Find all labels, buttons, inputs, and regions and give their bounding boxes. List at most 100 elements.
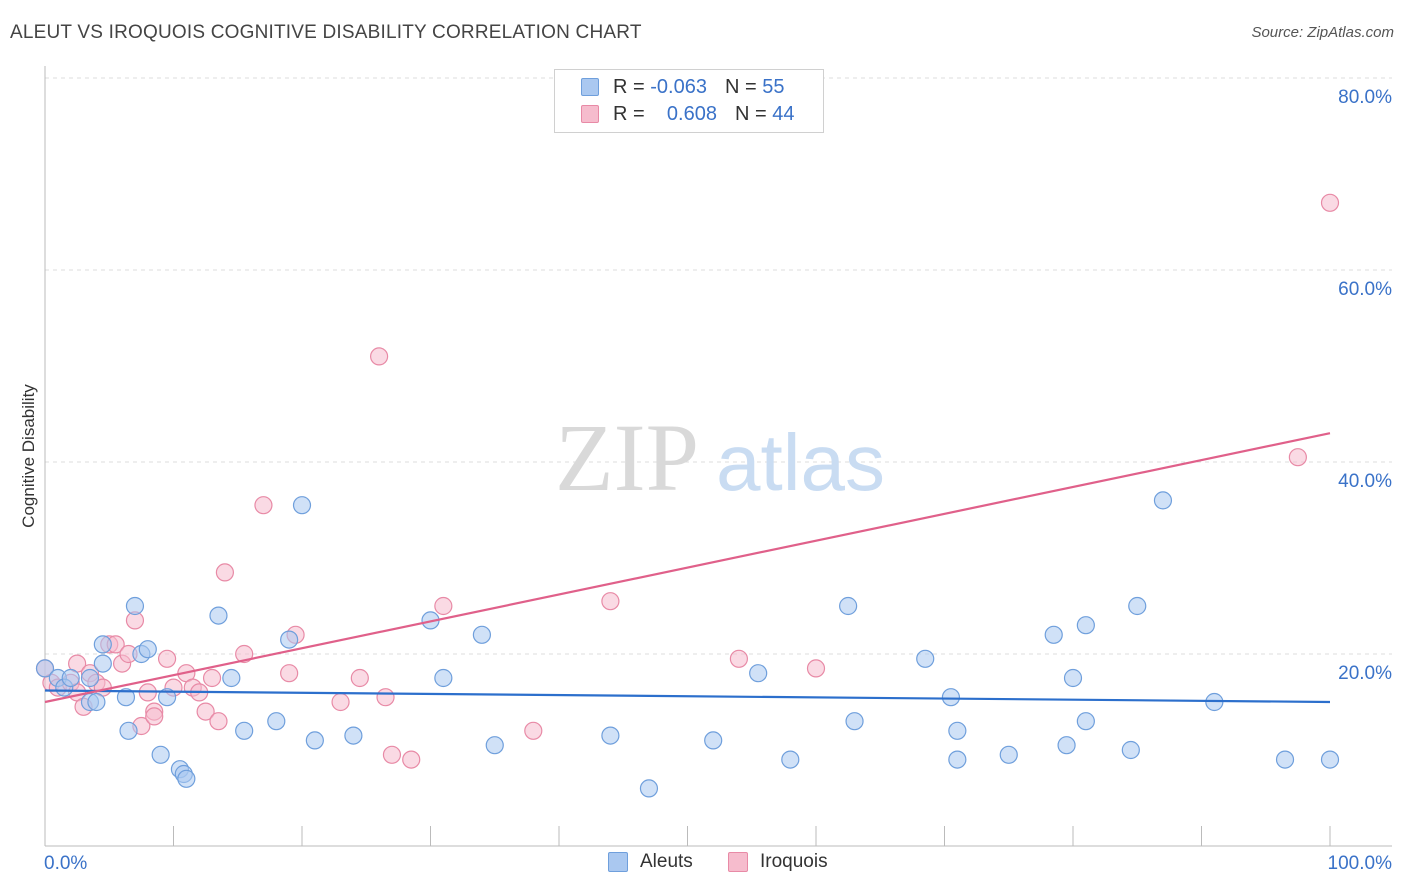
series-legend: Aleuts Iroquois <box>0 851 1406 877</box>
aleuts-swatch <box>608 852 628 872</box>
aleuts-point <box>222 668 241 688</box>
iroquois-point <box>382 745 402 764</box>
iroquois-point <box>1288 448 1307 467</box>
aleuts-point <box>845 712 864 731</box>
aleuts-point <box>344 726 363 745</box>
aleuts-point <box>916 649 935 668</box>
iroquois-point <box>524 721 543 740</box>
grid-lines <box>45 77 1392 655</box>
watermark-atlas: atlas <box>716 418 885 507</box>
aleuts-point <box>61 668 80 688</box>
axes <box>44 66 1392 847</box>
trend-lines <box>44 432 1331 704</box>
source-label: Source: ZipAtlas.com <box>1251 24 1394 41</box>
aleuts-point <box>1076 712 1095 731</box>
aleuts-point <box>235 721 254 740</box>
iroquois-point <box>202 668 222 688</box>
aleuts-point <box>157 688 177 707</box>
aleuts-point <box>948 721 967 740</box>
iroquois-point <box>729 649 749 668</box>
iroquois-point <box>209 712 228 731</box>
n-value: 44 <box>772 102 795 125</box>
correlation-legend: R = -0.063 N = 55 R = 0.608 N = 44 <box>554 69 824 133</box>
aleuts-point <box>704 731 723 750</box>
aleuts-point <box>87 692 106 712</box>
aleuts-point <box>151 745 170 764</box>
iroquois-swatch <box>728 852 748 872</box>
legend-label-aleuts: Aleuts <box>640 851 693 872</box>
aleuts-point <box>93 635 112 654</box>
y-tick-label: 60.0% <box>1338 279 1392 300</box>
iroquois-point <box>434 596 453 616</box>
aleuts-point <box>1320 750 1340 769</box>
iroquois-swatch <box>581 105 599 123</box>
aleuts-point <box>1057 736 1076 755</box>
iroquois-point <box>215 563 234 582</box>
iroquois-point <box>350 668 369 688</box>
aleuts-trend-line <box>44 689 1331 704</box>
legend-row-aleuts: R = -0.063 N = 55 <box>581 74 784 100</box>
r-label: R = <box>613 75 645 98</box>
iroquois-point <box>370 347 389 366</box>
y-axis-label: Cognitive Disability <box>19 384 38 528</box>
r-value: 0.608 <box>666 102 717 125</box>
aleuts-point <box>948 750 967 769</box>
aleuts-point <box>485 736 504 755</box>
iroquois-point <box>1320 193 1340 212</box>
aleuts-point <box>267 712 286 731</box>
aleuts-point <box>472 625 491 644</box>
aleuts-point <box>434 668 453 688</box>
aleuts-swatch <box>581 78 599 96</box>
iroquois-point <box>601 592 620 611</box>
aleuts-point <box>781 750 800 769</box>
aleuts-point <box>177 769 196 788</box>
aleuts-point <box>138 640 157 659</box>
watermark-zip: ZIP <box>555 404 699 511</box>
iroquois-point <box>402 750 421 769</box>
x-tick-label: 100.0% <box>1328 853 1393 874</box>
iroquois-point <box>376 688 395 707</box>
aleuts-point <box>1121 740 1140 760</box>
aleuts-point <box>305 731 324 750</box>
aleuts-point <box>80 668 100 688</box>
chart-title: ALEUT VS IROQUOIS COGNITIVE DISABILITY C… <box>10 22 642 43</box>
aleuts-point <box>93 654 112 673</box>
aleuts-point <box>280 630 299 649</box>
n-label: N = <box>724 75 757 98</box>
legend-label-iroquois: Iroquois <box>760 851 828 872</box>
y-tick-label: 20.0% <box>1338 663 1392 684</box>
aleuts-point <box>119 721 138 740</box>
aleuts-point <box>1044 625 1063 644</box>
aleuts-point <box>209 606 228 625</box>
aleuts-point <box>35 659 55 678</box>
iroquois-point <box>157 649 177 668</box>
y-tick-label: 40.0% <box>1338 471 1392 492</box>
r-value: -0.063 <box>650 75 707 98</box>
r-label: R = <box>613 102 645 125</box>
aleuts-point <box>601 726 620 745</box>
aleuts-points <box>35 491 1340 798</box>
aleuts-point <box>125 596 145 616</box>
iroquois-point <box>254 496 273 515</box>
legend-item-aleuts[interactable]: Aleuts <box>608 851 693 873</box>
iroquois-point <box>145 707 164 726</box>
legend-item-iroquois[interactable]: Iroquois <box>728 851 828 873</box>
watermark: ZIP atlas <box>555 404 885 511</box>
aleuts-point <box>839 596 858 616</box>
aleuts-point <box>999 745 1018 764</box>
iroquois-point <box>235 644 254 664</box>
legend-row-iroquois: R = 0.608 N = 44 <box>581 101 794 127</box>
aleuts-point <box>1128 596 1147 616</box>
n-label: N = <box>734 102 767 125</box>
iroquois-point <box>806 659 826 678</box>
iroquois-point <box>280 664 299 683</box>
aleuts-point <box>749 664 768 683</box>
aleuts-point <box>941 688 961 707</box>
aleuts-point <box>1063 668 1083 688</box>
aleuts-point <box>1076 616 1095 635</box>
aleuts-point <box>639 779 659 798</box>
aleuts-point <box>1275 750 1295 769</box>
iroquois-point <box>196 702 215 721</box>
aleuts-point <box>292 496 312 515</box>
